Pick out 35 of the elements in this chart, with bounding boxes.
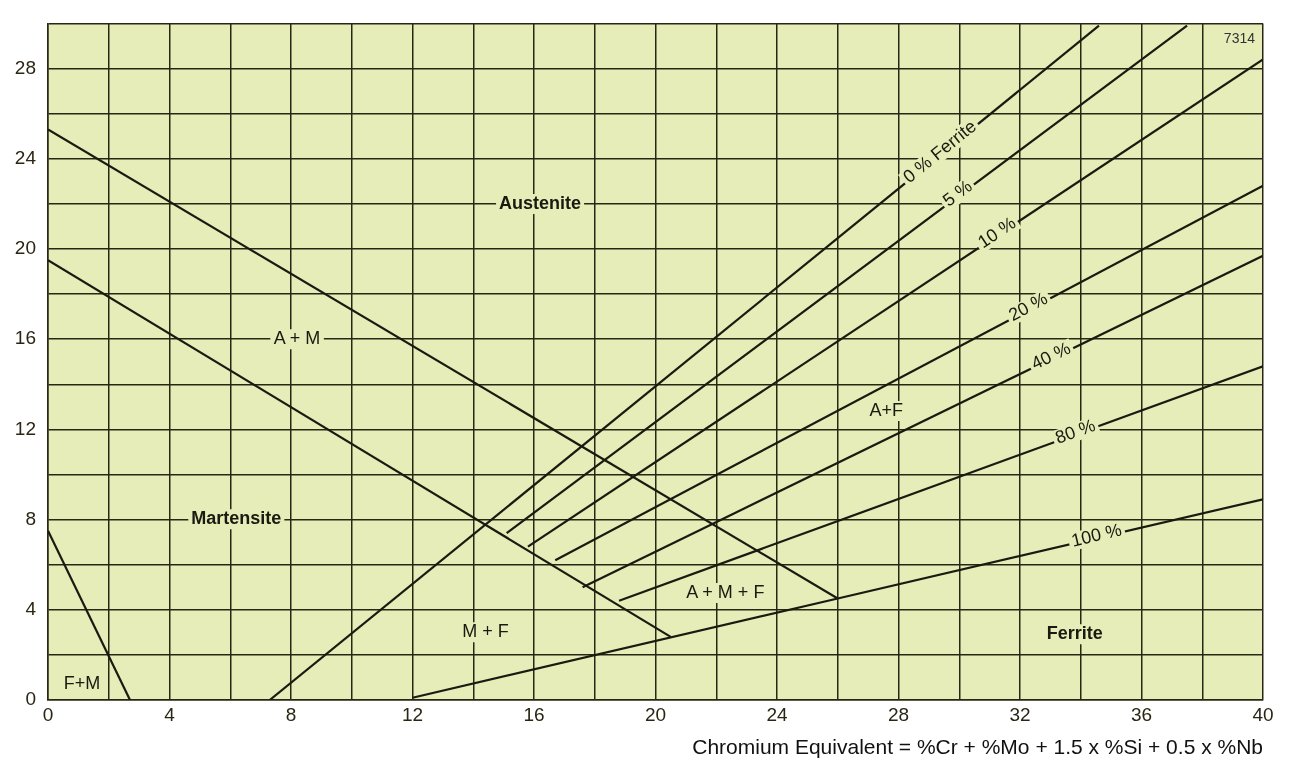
y-tick-label: 8 xyxy=(25,507,36,529)
x-tick-label: 28 xyxy=(887,703,910,725)
annotation: A + M xyxy=(273,328,321,349)
x-tick-label: 12 xyxy=(401,703,424,725)
annotation: 7314 xyxy=(1223,30,1256,47)
annotation: M + F xyxy=(462,621,509,642)
text: 40 % xyxy=(1027,337,1074,374)
annotation: Ferrite xyxy=(1046,623,1103,644)
x-tick-label: 20 xyxy=(644,703,667,725)
y-tick-label: 0 xyxy=(25,688,36,710)
y-tick-label: 24 xyxy=(14,146,37,168)
x-tick-label: 24 xyxy=(766,703,788,725)
x-axis-title: Chromium Equivalent = %Cr + %Mo + 1.5 x %Si + 0.5 x %Nb xyxy=(692,735,1263,759)
x-tick-label: 16 xyxy=(523,703,545,725)
y-tick-label: 16 xyxy=(14,327,36,349)
annotation: Martensite xyxy=(191,508,282,529)
x-tick-label: 0 xyxy=(42,703,54,725)
x-tick-label: 32 xyxy=(1009,703,1031,725)
annotation: Austenite xyxy=(499,193,582,214)
y-tick-label: 4 xyxy=(25,598,37,620)
y-tick-label: 28 xyxy=(14,56,36,78)
x-tick-label: 36 xyxy=(1130,703,1153,725)
annotation: A+F xyxy=(869,400,904,421)
annotation: F+M xyxy=(63,672,101,693)
text: 20 % xyxy=(1005,288,1051,326)
y-tick-label: 12 xyxy=(14,417,36,439)
text: 5 % xyxy=(938,175,976,211)
text: 10 % xyxy=(974,212,1020,252)
x-tick-label: 8 xyxy=(285,703,297,725)
text: 100 % xyxy=(1069,519,1124,551)
y-tick-label: 20 xyxy=(14,237,36,259)
x-tick-label: 40 xyxy=(1252,703,1274,725)
text: 80 % xyxy=(1052,414,1098,448)
annotation: A + M + F xyxy=(686,582,765,603)
x-tick-label: 4 xyxy=(164,703,176,725)
